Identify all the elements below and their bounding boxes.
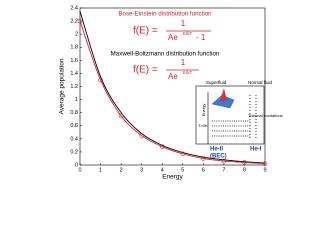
x-tick-label: 0: [78, 167, 81, 173]
chart: 0 0.2 0.4 0.6 0.8 1 1.2 1.4 1.6 1.8 2 2.2 2.4 0 1 2 3 4 5 6…: [0, 0, 320, 180]
x-tick-label: 7: [222, 167, 225, 173]
point: [139, 133, 144, 138]
formula-num: 1: [181, 58, 186, 67]
inset-label: He-I: [250, 147, 262, 153]
legend-label: Maxwell-Boltzmann distribution function: [111, 51, 220, 58]
formula-base: Ae: [168, 33, 178, 42]
y-tick-label: 0: [75, 162, 78, 168]
x-tick-label: 9: [263, 167, 266, 173]
y-tick-label: 0.6: [70, 123, 78, 129]
point: [201, 156, 206, 161]
point: [98, 77, 103, 83]
formula-lhs: f(E) =: [133, 65, 158, 76]
y-tick-label: 1.8: [70, 45, 78, 51]
inset-label: Thermal excitations: [248, 113, 283, 118]
x-tick-label: 1: [99, 167, 102, 173]
formula-tail: - 1: [196, 33, 206, 42]
x-axis-label: Energy: [162, 174, 183, 180]
x-tick-label: 5: [181, 167, 184, 173]
point: [118, 113, 124, 119]
x-tick-label: 6: [202, 167, 205, 173]
inset-label: (BEC): [210, 154, 227, 160]
inset-label: T=0K: [198, 123, 208, 128]
formula-exp: E/kT: [183, 70, 193, 75]
formula-base: Ae: [168, 72, 178, 81]
inset-axis-label: Energy: [201, 104, 206, 117]
y-tick-label: 1.2: [70, 84, 78, 90]
inset-label: He-II: [210, 147, 223, 153]
x-tick-label: 2: [120, 167, 123, 173]
x-tick-label: 3: [140, 167, 143, 173]
inset-diagram: [195, 85, 265, 145]
background: [0, 0, 320, 180]
y-tick-label: 2: [75, 32, 78, 38]
inset-label: Superfluid: [206, 80, 227, 85]
point: [262, 161, 268, 166]
y-tick-label: 2.2: [70, 19, 78, 25]
legend-label: Bose-Einstein distribution function: [118, 11, 212, 18]
point: [77, 18, 83, 24]
y-tick-label: 0.4: [70, 136, 78, 142]
inset-label: Normal fluid: [248, 80, 273, 85]
inset-peak: [220, 88, 227, 101]
formula-lhs: f(E) =: [133, 26, 158, 37]
y-axis-label: Average population: [59, 58, 66, 114]
x-tick-label: 4: [161, 167, 164, 173]
y-tick-label: 1: [75, 97, 78, 103]
series-line: [79, 20, 266, 165]
point: [221, 158, 227, 164]
y-tick-label: 2.4: [70, 5, 78, 11]
x-tick-label: 8: [243, 167, 246, 173]
formula-exp: E/kT: [183, 31, 193, 36]
inset-box: [195, 85, 265, 145]
y-tick-label: 1.4: [70, 71, 78, 77]
y-tick-label: 0.2: [70, 149, 78, 155]
point: [242, 160, 247, 165]
y-tick-label: 1.6: [70, 58, 78, 64]
point: [159, 144, 165, 149]
point: [180, 151, 186, 157]
formula-num: 1: [181, 19, 186, 28]
y-tick-label: 0.8: [70, 110, 78, 116]
inset-mesh: [211, 94, 235, 109]
series-line: [79, 11, 266, 164]
